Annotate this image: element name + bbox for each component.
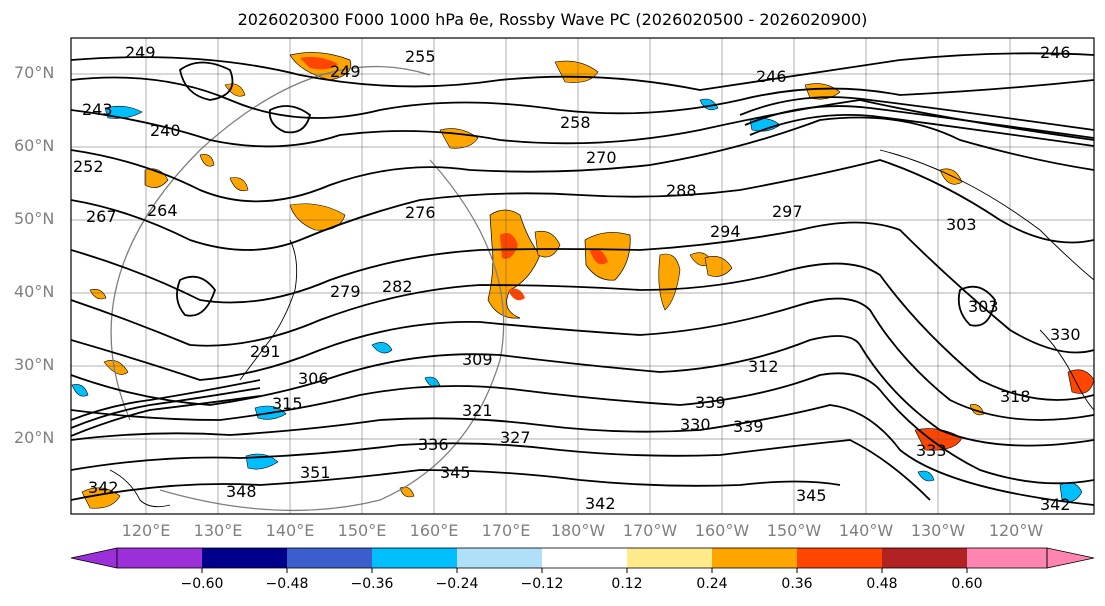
contour-label: 309 <box>462 350 493 369</box>
contour-label: 303 <box>968 297 999 316</box>
colorbar-tick-label: −0.36 <box>350 576 394 592</box>
colorbar-segment <box>882 548 967 568</box>
contour-label: 312 <box>748 357 779 376</box>
coastlines <box>109 149 1094 508</box>
contour-label: 240 <box>150 121 181 140</box>
contour-label: 321 <box>462 401 493 420</box>
colorbar-tick-label: −0.12 <box>520 576 564 592</box>
contour-label: 330 <box>1050 325 1081 344</box>
contour-label: 342 <box>585 494 616 513</box>
colorbar-tick-label: −0.24 <box>435 576 479 592</box>
contour-label: 282 <box>382 277 413 296</box>
colorbar-segment <box>202 548 287 568</box>
colorbar-segment <box>542 548 627 568</box>
lon-label: 150°E <box>337 521 387 540</box>
contour-label: 339 <box>733 417 764 436</box>
colorbar-segment <box>712 548 797 568</box>
lon-label: 140°W <box>838 521 894 540</box>
colorbar-segment <box>287 548 372 568</box>
contour-label: 270 <box>586 148 617 167</box>
contour-label: 291 <box>250 342 281 361</box>
contour-label: 345 <box>440 463 471 482</box>
contour-label: 303 <box>946 215 977 234</box>
lon-label: 180°W <box>550 521 606 540</box>
contour-label: 243 <box>82 100 113 119</box>
lat-label: 40°N <box>14 282 55 301</box>
contour-label: 306 <box>298 369 329 388</box>
contour-label: 255 <box>405 47 436 66</box>
lon-label: 170°E <box>481 521 531 540</box>
lon-label: 170°W <box>622 521 678 540</box>
contour-label: 345 <box>796 486 827 505</box>
lon-label: 130°E <box>193 521 243 540</box>
contour-label: 252 <box>73 157 104 176</box>
contour-label: 258 <box>560 113 591 132</box>
contour-label: 246 <box>1040 43 1071 62</box>
contour-label: 276 <box>405 203 436 222</box>
colorbar-tick-label: −0.48 <box>265 576 309 592</box>
contour-label: 333 <box>916 441 947 460</box>
colorbar-tick-label: 0.12 <box>611 576 643 592</box>
theta-e-contours <box>71 52 1094 506</box>
contour-label: 351 <box>300 463 331 482</box>
colorbar-segment <box>967 548 1047 568</box>
contour-label: 330 <box>680 415 711 434</box>
colorbar-extend-max <box>1046 547 1095 569</box>
lon-label: 150°W <box>766 521 822 540</box>
colorbar-segment <box>797 548 882 568</box>
contour-label: 297 <box>772 202 803 221</box>
contour-label: 342 <box>88 478 119 497</box>
colorbar-segment <box>457 548 542 568</box>
plot-area: 249 255 249 243 240 252 267 264 276 279 … <box>71 38 1094 514</box>
lon-label: 160°E <box>409 521 459 540</box>
colorbar <box>70 547 1095 573</box>
shaded-anomaly-patches <box>71 52 1094 509</box>
colorbar-segment <box>372 548 457 568</box>
lat-label: 60°N <box>14 136 55 155</box>
colorbar-outline <box>116 547 1048 569</box>
lat-label: 50°N <box>14 209 55 228</box>
plot-frame <box>70 37 1095 515</box>
lon-label: 120°E <box>121 521 171 540</box>
colorbar-segment <box>627 548 712 568</box>
colorbar-segment <box>117 548 202 568</box>
colorbar-tick-label: 0.48 <box>866 576 898 592</box>
contour-label-group: 249 255 249 243 240 252 267 264 276 279 … <box>73 43 1081 514</box>
colorbar-tick-label: −0.60 <box>180 576 224 592</box>
lon-label: 160°W <box>694 521 750 540</box>
contour-label: 249 <box>330 62 361 81</box>
contour-label: 318 <box>1000 387 1031 406</box>
contour-label: 249 <box>125 43 156 62</box>
lat-label: 70°N <box>14 63 55 82</box>
contour-label: 339 <box>695 393 726 412</box>
lon-label: 140°E <box>265 521 315 540</box>
contour-label: 279 <box>330 282 361 301</box>
colorbar-extend-min <box>70 547 118 569</box>
contour-label: 294 <box>710 222 741 241</box>
guide-circles <box>110 65 505 512</box>
contour-label: 342 <box>1040 495 1071 514</box>
contour-label: 348 <box>226 482 257 501</box>
colorbar-tick-label: 0.36 <box>781 576 813 592</box>
contour-label: 336 <box>418 435 449 454</box>
lat-label: 20°N <box>14 428 55 447</box>
colorbar-tick-label: 0.24 <box>696 576 728 592</box>
contour-label: 267 <box>86 207 117 226</box>
contour-label: 288 <box>666 181 697 200</box>
lat-label: 30°N <box>14 355 55 374</box>
contour-label: 264 <box>147 201 178 220</box>
lon-label: 120°W <box>988 521 1044 540</box>
map-title: 2026020300 F000 1000 hPa θe, Rossby Wave… <box>237 10 868 29</box>
contour-label: 315 <box>272 394 303 413</box>
contour-label: 327 <box>500 428 531 447</box>
colorbar-tick-label: 0.60 <box>951 576 983 592</box>
lon-label: 130°W <box>910 521 966 540</box>
contour-label: 246 <box>756 67 787 86</box>
